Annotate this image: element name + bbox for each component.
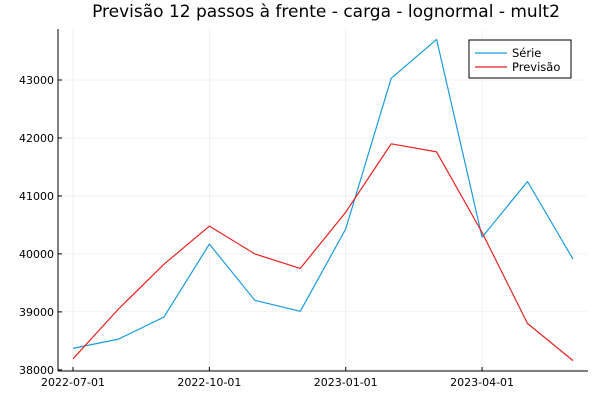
legend: Série Previsão [468,39,572,79]
x-tick-label: 2023-04-01 [450,376,514,389]
x-tick-label: 2022-10-01 [177,376,241,389]
y-tick-labels: 38000 39000 40000 41000 42000 43000 [19,74,54,377]
y-tick-label: 39000 [19,306,54,319]
series-lines [72,38,574,362]
axes [57,29,588,372]
legend-box [468,39,572,79]
y-tick-label: 38000 [19,364,54,377]
legend-label-serie: Série [512,46,541,60]
y-tick-label: 43000 [19,74,54,87]
x-tick-label: 2023-01-01 [314,376,378,389]
chart-title: Previsão 12 passos à frente - carga - lo… [92,2,560,22]
legend-label-previsao: Previsão [512,60,560,74]
series-line-serie [72,38,574,349]
grid-lines [58,29,588,371]
x-tick-labels: 2022-07-01 2022-10-01 2023-01-01 2023-04-01 [41,376,514,389]
x-tick-label: 2022-07-01 [41,376,105,389]
series-line-previsao [72,143,574,362]
y-tick-label: 41000 [19,190,54,203]
y-tick-label: 40000 [19,248,54,261]
y-tick-label: 42000 [19,132,54,145]
